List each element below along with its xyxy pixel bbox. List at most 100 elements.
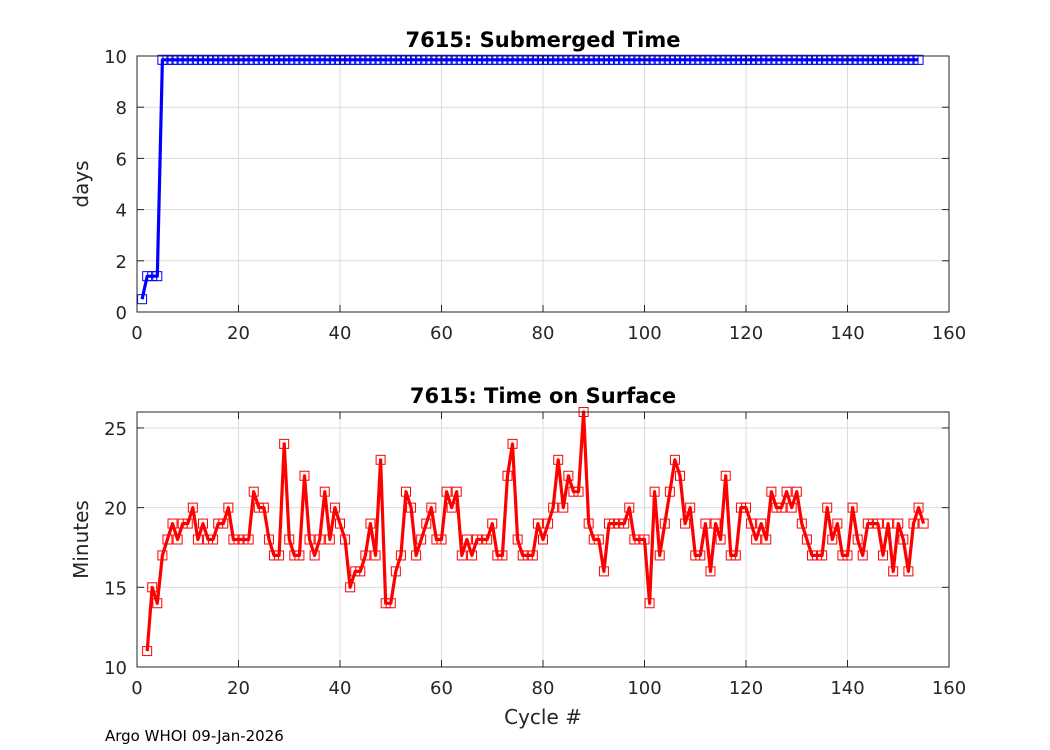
- data-point: [685, 54, 696, 65]
- data-point: [324, 54, 335, 65]
- data-point: [634, 54, 645, 65]
- data-point: [431, 534, 442, 545]
- data-point: [172, 534, 183, 545]
- data-point: [223, 502, 234, 513]
- data-point: [507, 438, 518, 449]
- data-point: [598, 566, 609, 577]
- data-point: [715, 54, 726, 65]
- data-point: [741, 502, 751, 513]
- data-point: [918, 518, 929, 529]
- data-point: [700, 54, 711, 65]
- data-point: [355, 54, 366, 65]
- data-point: [791, 54, 802, 65]
- data-point: [908, 518, 919, 529]
- data-point: [852, 54, 863, 65]
- data-point: [360, 54, 371, 65]
- data-point: [451, 486, 462, 497]
- data-point: [568, 54, 579, 65]
- data-point: [502, 470, 513, 481]
- data-point: [796, 518, 807, 529]
- data-point: [619, 54, 630, 65]
- data-point: [893, 518, 904, 529]
- data-point: [634, 534, 645, 545]
- data-point: [837, 54, 848, 65]
- data-point: [461, 534, 472, 545]
- data-point: [324, 534, 335, 545]
- data-point: [913, 502, 924, 513]
- submerged-time-chart: 0 20 40 60 80 100 120 140 160 0 2 4 6 8 10 7615: Submer…: [69, 28, 966, 344]
- series-line: [145, 410, 926, 652]
- data-point: [456, 550, 467, 561]
- data-point: [142, 646, 153, 657]
- data-point: [512, 54, 523, 65]
- data-point: [335, 54, 345, 65]
- data-point: [898, 534, 909, 545]
- data-point: [365, 518, 376, 529]
- data-point: [690, 54, 701, 65]
- data-point: [781, 486, 792, 497]
- data-point: [451, 54, 462, 65]
- data-point: [796, 54, 807, 65]
- data-point: [756, 518, 767, 529]
- data-point: [406, 54, 417, 65]
- data-point: [192, 534, 203, 545]
- data-point: [710, 54, 721, 65]
- data-point: [822, 502, 833, 513]
- data-point: [801, 54, 812, 65]
- data-point: [390, 566, 401, 577]
- data-point: [781, 54, 792, 65]
- data-point: [680, 54, 691, 65]
- data-point: [776, 502, 787, 513]
- data-point: [588, 54, 599, 65]
- data-point: [735, 502, 746, 513]
- data-point: [812, 54, 823, 65]
- data-point: [360, 550, 371, 561]
- data-point: [578, 54, 589, 65]
- data-point: [482, 54, 493, 65]
- data-point: [197, 518, 208, 529]
- data-point: [553, 54, 564, 65]
- data-point: [593, 54, 604, 65]
- data-point: [532, 54, 543, 65]
- data-point: [274, 550, 285, 561]
- data-point: [284, 534, 295, 545]
- y-tick-label: 0: [116, 303, 127, 324]
- data-point: [380, 54, 391, 65]
- y-tick-label: 8: [116, 98, 127, 119]
- data-point: [867, 518, 878, 529]
- data-point: [842, 550, 853, 561]
- x-tick-label: 160: [932, 678, 966, 699]
- data-point: [558, 54, 569, 65]
- data-point: [806, 550, 817, 561]
- data-point: [492, 550, 503, 561]
- data-point: [751, 534, 762, 545]
- data-point: [436, 534, 447, 545]
- data-point: [730, 550, 741, 561]
- data-point: [350, 54, 361, 65]
- data-point: [614, 54, 625, 65]
- data-point: [441, 486, 452, 497]
- x-tick-label: 140: [830, 323, 864, 344]
- data-point: [167, 518, 178, 529]
- data-point: [791, 486, 802, 497]
- data-point: [477, 534, 488, 545]
- data-point: [659, 518, 670, 529]
- data-point: [411, 550, 422, 561]
- x-axis-label: Cycle #: [504, 705, 582, 729]
- data-point: [913, 54, 924, 65]
- data-point: [304, 54, 315, 65]
- data-point: [695, 54, 706, 65]
- data-point: [162, 54, 173, 65]
- data-point: [304, 534, 315, 545]
- y-tick-label: 15: [104, 578, 127, 599]
- data-point: [238, 54, 249, 65]
- y-tick-label: 25: [104, 419, 127, 440]
- data-point: [466, 54, 477, 65]
- data-point: [837, 550, 848, 561]
- data-point: [715, 534, 726, 545]
- data-point: [766, 486, 777, 497]
- data-point: [400, 54, 411, 65]
- data-point: [827, 54, 838, 65]
- data-point: [527, 550, 538, 561]
